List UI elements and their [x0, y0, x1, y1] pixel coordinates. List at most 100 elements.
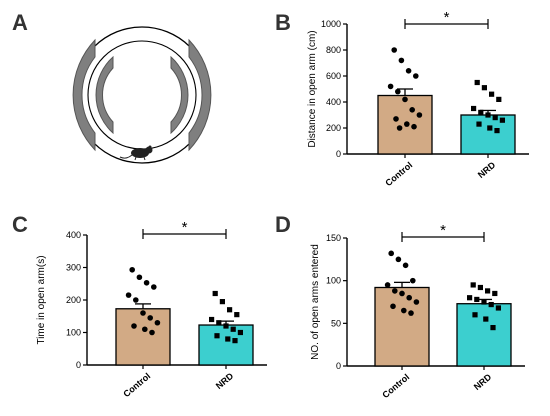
data-point-nrd — [495, 305, 501, 311]
bar-nrd — [460, 114, 516, 155]
bar-control — [115, 308, 171, 366]
x-tick-label-nrd: NRD — [476, 160, 498, 181]
panel-letter-a: A — [12, 10, 28, 35]
data-point-control — [154, 319, 161, 326]
data-point-nrd — [227, 307, 233, 313]
data-point-nrd — [471, 105, 477, 112]
data-point-control — [151, 284, 157, 290]
data-point-control — [149, 329, 155, 336]
data-point-nrd — [474, 296, 480, 303]
significance-marker: * — [444, 9, 450, 26]
data-point-nrd — [487, 125, 493, 131]
data-point-control — [140, 310, 146, 316]
bar-nrd — [198, 324, 254, 366]
y-tick-label: 200 — [66, 295, 81, 305]
data-point-nrd — [476, 121, 482, 127]
chart-open-arms-entered: NO. of open arms entered Control NRD * 0… — [310, 222, 525, 400]
data-point-nrd — [494, 128, 500, 134]
data-point-nrd — [214, 333, 220, 339]
data-point-nrd — [219, 299, 225, 305]
data-point-control — [142, 326, 148, 333]
data-point-nrd — [489, 91, 495, 97]
data-point-nrd — [496, 96, 502, 102]
chart-time-in-open-arm: Time in open arm(s) Control NRD * 0 100 20… — [36, 219, 267, 399]
data-point-nrd — [212, 290, 218, 297]
data-point-control — [395, 256, 402, 263]
y-axis-label: NO. of open arms entered — [310, 244, 321, 360]
panel-letter-b: B — [275, 10, 291, 35]
maze-closed-arm-outer-left — [72, 38, 96, 152]
data-point-control — [395, 88, 401, 95]
data-point-nrd — [237, 329, 243, 336]
y-tick-label: 400 — [326, 97, 341, 107]
data-point-control — [409, 107, 416, 113]
data-point-control — [413, 299, 420, 305]
data-point-control — [413, 73, 419, 79]
data-point-nrd — [483, 316, 489, 322]
data-point-control — [392, 288, 398, 294]
significance-marker: * — [182, 219, 188, 236]
data-point-control — [147, 315, 153, 321]
data-point-nrd — [472, 312, 478, 318]
data-point-nrd — [485, 288, 491, 294]
y-tick-label: 0 — [336, 149, 341, 159]
data-point-nrd — [216, 320, 222, 326]
data-point-nrd — [474, 79, 480, 86]
data-point-control — [388, 250, 395, 257]
data-point-nrd — [230, 326, 236, 332]
data-point-nrd — [209, 316, 215, 323]
y-tick-label: 200 — [326, 123, 341, 133]
maze-inner-ring — [87, 40, 197, 150]
data-point-control — [406, 294, 413, 301]
data-point-control — [387, 83, 394, 90]
y-tick-label: 100 — [326, 276, 341, 286]
data-point-control — [401, 307, 407, 314]
x-tick-label-control: Control — [380, 372, 411, 400]
x-tick-label-control: Control — [383, 160, 414, 188]
y-tick-label: 0 — [76, 360, 81, 370]
bar-control — [374, 286, 430, 367]
data-point-control — [143, 279, 150, 286]
data-point-control — [411, 123, 417, 130]
chart-distance-in-open-arm: Distance in open arm (cm) Control NRD * … — [307, 9, 529, 188]
data-point-control — [396, 125, 403, 131]
data-point-control — [125, 292, 132, 298]
data-point-control — [390, 303, 396, 310]
data-point-control — [410, 277, 416, 284]
data-point-nrd — [225, 336, 231, 342]
data-point-control — [133, 297, 139, 303]
data-point-control — [384, 282, 391, 288]
data-point-control — [399, 290, 405, 297]
data-point-nrd — [492, 115, 498, 121]
maze-closed-arm-inner-right — [170, 55, 189, 135]
y-tick-label: 400 — [66, 230, 81, 240]
data-point-nrd — [488, 301, 494, 308]
y-tick-label: 600 — [326, 71, 341, 81]
data-point-control — [402, 262, 409, 269]
data-point-nrd — [223, 323, 229, 329]
data-point-nrd — [232, 338, 238, 344]
data-point-nrd — [477, 284, 483, 291]
y-tick-label: 300 — [66, 263, 81, 273]
x-tick-label-nrd: NRD — [472, 372, 494, 393]
data-point-control — [391, 47, 398, 53]
data-point-control — [131, 323, 137, 329]
data-point-nrd — [499, 117, 505, 123]
data-point-control — [408, 310, 414, 316]
data-point-control — [405, 68, 412, 74]
data-point-control — [393, 116, 399, 122]
data-point-nrd — [481, 299, 487, 305]
significance-marker: * — [440, 222, 446, 239]
x-tick-label-nrd: NRD — [214, 371, 236, 392]
data-point-control — [404, 121, 410, 127]
panel-letter-d: D — [275, 212, 291, 237]
zero-maze-illustration — [72, 26, 212, 164]
data-point-nrd — [490, 325, 496, 331]
data-point-nrd — [481, 85, 487, 91]
data-point-nrd — [234, 312, 240, 318]
data-point-nrd — [467, 295, 473, 301]
y-tick-label: 1000 — [321, 19, 341, 29]
data-point-control — [398, 57, 405, 64]
y-tick-label: 150 — [326, 233, 341, 243]
